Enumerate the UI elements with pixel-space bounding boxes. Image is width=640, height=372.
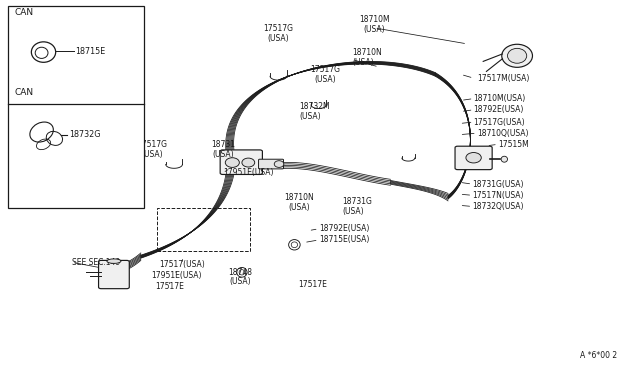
Text: 18732M
(USA): 18732M (USA) — [300, 102, 330, 121]
Ellipse shape — [508, 48, 527, 63]
Text: 18731
(USA): 18731 (USA) — [211, 140, 235, 159]
Text: 17515M: 17515M — [498, 140, 529, 149]
Text: 18710N
(USA): 18710N (USA) — [352, 48, 381, 67]
Text: 18710N
(USA): 18710N (USA) — [285, 193, 314, 212]
Text: 17517E: 17517E — [155, 282, 184, 291]
Text: 18792E(USA): 18792E(USA) — [474, 105, 524, 114]
Ellipse shape — [501, 156, 508, 162]
Text: 18732Q(USA): 18732Q(USA) — [472, 202, 524, 211]
Text: 17517G
(USA): 17517G (USA) — [264, 24, 293, 43]
Ellipse shape — [275, 161, 284, 167]
FancyBboxPatch shape — [99, 260, 129, 289]
Text: 18732G: 18732G — [69, 130, 100, 139]
Text: CAN: CAN — [14, 88, 33, 97]
Text: 17517P
(USA): 17517P (USA) — [113, 177, 141, 195]
Ellipse shape — [466, 153, 481, 163]
Text: 18710Q(USA): 18710Q(USA) — [477, 129, 528, 138]
Text: 17951E(USA): 17951E(USA) — [151, 271, 201, 280]
Text: SEE SEC.149: SEE SEC.149 — [72, 258, 120, 267]
Text: 17517N(USA): 17517N(USA) — [472, 191, 524, 200]
FancyBboxPatch shape — [8, 6, 144, 208]
Text: 18731G
(USA): 18731G (USA) — [342, 197, 372, 216]
Ellipse shape — [225, 158, 239, 167]
Text: 18715E(USA): 18715E(USA) — [319, 235, 369, 244]
Text: 17517G
(USA): 17517G (USA) — [138, 140, 167, 159]
Ellipse shape — [502, 44, 532, 67]
Text: 18715E: 18715E — [76, 47, 106, 56]
Text: 17517(USA): 17517(USA) — [159, 260, 205, 269]
FancyBboxPatch shape — [259, 159, 284, 169]
Ellipse shape — [107, 259, 121, 263]
Text: CAN: CAN — [14, 8, 33, 17]
Text: 17517G
(USA): 17517G (USA) — [310, 65, 340, 84]
Text: 18731G(USA): 18731G(USA) — [472, 180, 524, 189]
Text: 17517E: 17517E — [298, 280, 327, 289]
Text: A *6*00 2: A *6*00 2 — [580, 351, 618, 360]
Text: 18792E(USA): 18792E(USA) — [319, 224, 369, 233]
Text: 18748
(USA): 18748 (USA) — [228, 268, 252, 286]
Ellipse shape — [242, 158, 255, 167]
FancyBboxPatch shape — [455, 146, 492, 170]
Text: 18710M(USA): 18710M(USA) — [474, 94, 526, 103]
Text: 17517M(USA): 17517M(USA) — [477, 74, 529, 83]
Text: 18710M
(USA): 18710M (USA) — [359, 15, 390, 33]
Text: 17517G(USA): 17517G(USA) — [474, 118, 525, 126]
FancyBboxPatch shape — [220, 150, 262, 174]
Text: 17951E(USA): 17951E(USA) — [223, 169, 273, 177]
